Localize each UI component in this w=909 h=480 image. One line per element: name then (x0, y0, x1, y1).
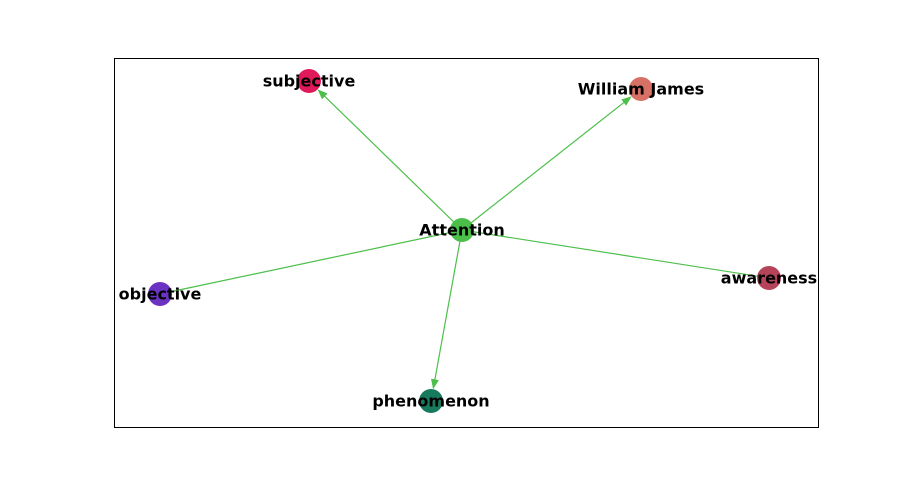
node-label-awareness: awareness (721, 269, 817, 288)
node-label-objective: objective (119, 285, 202, 304)
nodes (148, 69, 781, 413)
edge-attention-awareness (461, 229, 770, 279)
node-objective (148, 282, 172, 306)
edge-attention-william-james (461, 96, 632, 231)
node-subjective (297, 69, 321, 93)
node-william-james (629, 77, 653, 101)
node-label-william-james: William James (578, 80, 704, 99)
edge-attention-subjective (317, 89, 463, 231)
node-label-attention: Attention (419, 221, 504, 240)
edge-attention-objective (159, 229, 463, 295)
plot-frame (114, 58, 819, 428)
node-attention (450, 218, 474, 242)
node-awareness (757, 266, 781, 290)
node-label-phenomenon: phenomenon (372, 392, 489, 411)
node-phenomenon (419, 389, 443, 413)
node-labels: Attention subjective William James objectiv… (119, 72, 818, 411)
edges (159, 89, 770, 390)
node-label-subjective: subjective (263, 72, 356, 91)
edge-attention-phenomenon (430, 229, 463, 390)
